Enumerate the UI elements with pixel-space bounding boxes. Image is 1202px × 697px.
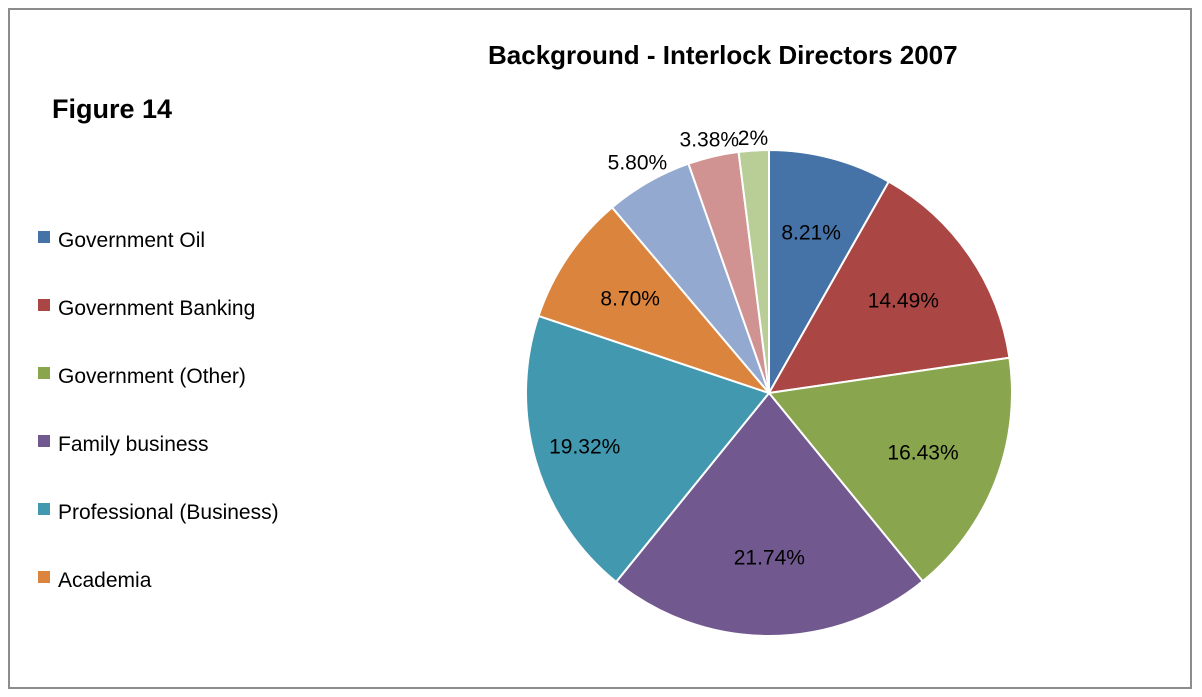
legend-label: Professional (Business) [58,501,279,524]
pie-slice [615,392,924,637]
slice-data-label: 21.74% [734,547,805,570]
pie-slice [768,149,890,394]
legend-label: Government Oil [58,229,206,252]
slice-data-label: 16.43% [887,441,958,464]
pie-slice [768,180,1011,394]
legend-label: Government (Other) [58,365,246,388]
legend-swatch [38,435,50,447]
pie-slice [768,356,1013,583]
slice-data-label: 8.21% [781,222,841,245]
chart-title: Background - Interlock Directors 2007 [488,40,958,70]
figure-label: Figure 14 [52,94,173,124]
legend-label: Family business [58,433,209,456]
legend-swatch [38,231,50,243]
slice-data-label: 14.49% [868,290,939,313]
legend-label: Academia [58,569,152,592]
slice-data-label: 5.80% [608,152,668,175]
legend-swatch [38,299,50,311]
legend-swatch [38,503,50,515]
legend-label: Government Banking [58,297,256,320]
pie-slice [737,149,770,394]
slice-data-label: 8.70% [600,287,660,310]
pie-slice [525,314,770,583]
slice-data-label: 3.38% [680,128,740,151]
slice-data-label: 19.32% [549,435,620,458]
legend-swatch [38,571,50,583]
pie-slice [537,206,770,394]
legend-swatch [38,367,50,379]
slice-data-label: 2% [738,127,768,150]
